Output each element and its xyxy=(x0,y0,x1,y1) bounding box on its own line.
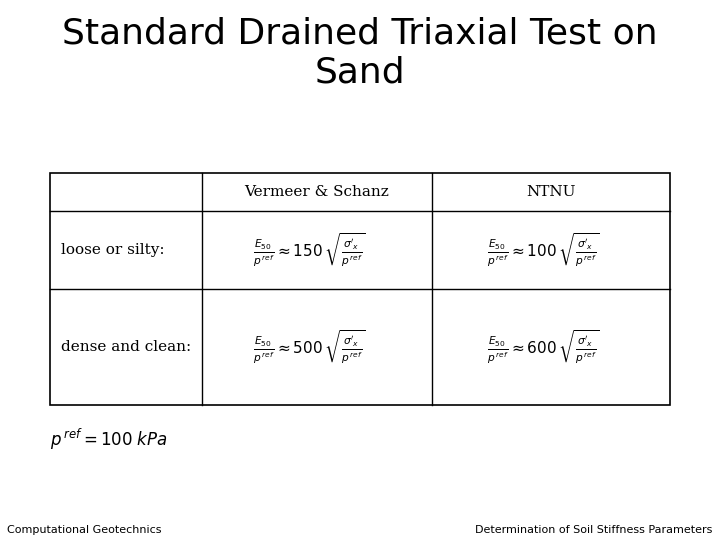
Text: Vermeer & Schanz: Vermeer & Schanz xyxy=(244,185,390,199)
Text: loose or silty:: loose or silty: xyxy=(61,243,165,257)
Text: Determination of Soil Stiffness Parameters: Determination of Soil Stiffness Paramete… xyxy=(475,524,713,535)
Text: $p^{\,ref} = 100\;kPa$: $p^{\,ref} = 100\;kPa$ xyxy=(50,427,168,452)
Bar xyxy=(50,173,670,405)
Text: $\frac{E_{50}}{p^{\,ref}} \approx 100\,\sqrt{\frac{\sigma'_x}{p^{\,ref}}}$: $\frac{E_{50}}{p^{\,ref}} \approx 100\,\… xyxy=(487,231,600,269)
Text: $\frac{E_{50}}{p^{\,ref}} \approx 500\,\sqrt{\frac{\sigma'_x}{p^{\,ref}}}$: $\frac{E_{50}}{p^{\,ref}} \approx 500\,\… xyxy=(253,328,366,366)
Text: $\frac{E_{50}}{p^{\,ref}} \approx 150\,\sqrt{\frac{\sigma'_x}{p^{\,ref}}}$: $\frac{E_{50}}{p^{\,ref}} \approx 150\,\… xyxy=(253,231,366,269)
Text: dense and clean:: dense and clean: xyxy=(61,340,192,354)
Text: Standard Drained Triaxial Test on
Sand: Standard Drained Triaxial Test on Sand xyxy=(62,16,658,90)
Text: $\frac{E_{50}}{p^{\,ref}} \approx 600\,\sqrt{\frac{\sigma'_x}{p^{\,ref}}}$: $\frac{E_{50}}{p^{\,ref}} \approx 600\,\… xyxy=(487,328,600,366)
Text: NTNU: NTNU xyxy=(526,185,575,199)
Text: Computational Geotechnics: Computational Geotechnics xyxy=(7,524,162,535)
